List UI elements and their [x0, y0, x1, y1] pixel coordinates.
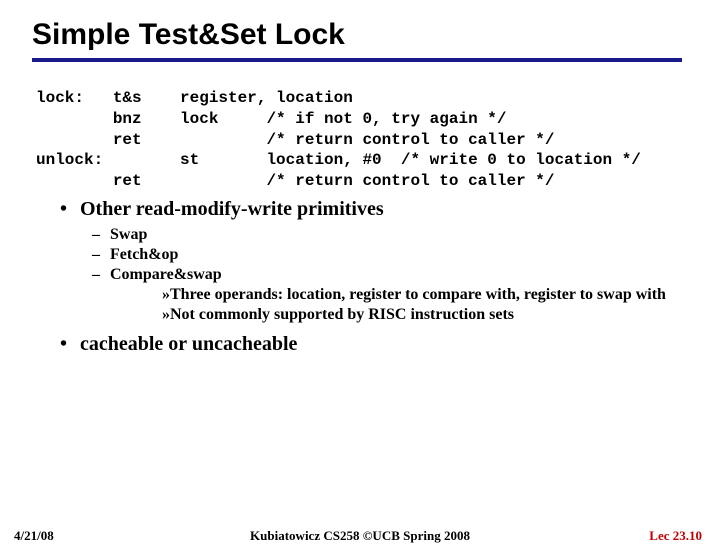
bullet-risc: »Not commonly supported by RISC instruct…: [162, 305, 688, 325]
bullet-text: Fetch&op: [110, 246, 178, 263]
bullet-cas: –Compare&swap: [92, 265, 688, 285]
code-block: lock: t&s register, location bnz lock /*…: [36, 88, 688, 192]
title-underline: [32, 58, 682, 62]
bullet-operands: »Three operands: location, register to c…: [162, 285, 688, 305]
slide-title: Simple Test&Set Lock: [32, 18, 688, 52]
bullet-cacheable: •cacheable or uncacheable: [60, 333, 688, 356]
footer-center: Kubiatowicz CS258 ©UCB Spring 2008: [0, 528, 720, 544]
bullet-fetchop: –Fetch&op: [92, 245, 688, 265]
footer-lecture: Lec 23.10: [649, 528, 702, 544]
bullet-primitives: •Other read-modify-write primitives: [60, 198, 688, 221]
bullet-text: Not commonly supported by RISC instructi…: [170, 306, 514, 323]
bullet-text: Compare&swap: [110, 266, 222, 283]
bullet-text: Swap: [110, 226, 147, 243]
bullet-text: Three operands: location, register to co…: [170, 286, 666, 303]
bullet-swap: –Swap: [92, 225, 688, 245]
bullet-text: cacheable or uncacheable: [80, 333, 297, 355]
bullet-text: Other read-modify-write primitives: [80, 198, 384, 220]
